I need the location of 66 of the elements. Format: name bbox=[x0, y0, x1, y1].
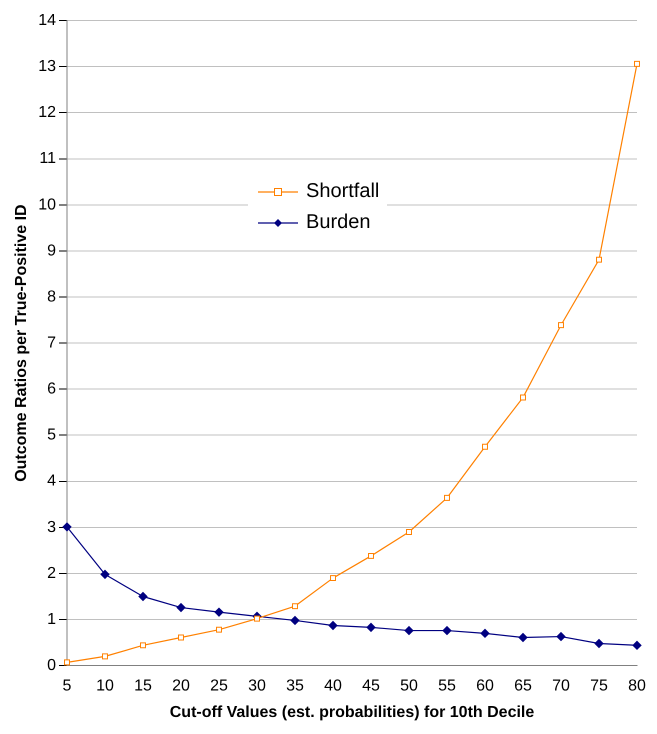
y-tick-label: 1 bbox=[47, 610, 56, 628]
point bbox=[330, 575, 336, 582]
point bbox=[366, 622, 376, 632]
y-axis-title: Outcome Ratios per True-Positive ID bbox=[13, 204, 30, 482]
x-tick-label: 70 bbox=[552, 678, 570, 695]
point bbox=[634, 60, 640, 67]
x-tick-label: 50 bbox=[400, 678, 418, 695]
point bbox=[64, 659, 70, 666]
y-tick-label: 3 bbox=[47, 518, 56, 536]
point bbox=[292, 603, 298, 610]
y-tick-label: 0 bbox=[47, 657, 56, 674]
point bbox=[482, 444, 488, 450]
point bbox=[520, 394, 526, 400]
point bbox=[290, 616, 300, 625]
y-tick-label: 13 bbox=[38, 58, 56, 76]
point bbox=[100, 570, 110, 579]
y-tick-label: 4 bbox=[47, 472, 56, 490]
y-tick-label: 14 bbox=[38, 12, 56, 30]
point bbox=[404, 626, 414, 636]
point bbox=[140, 642, 146, 648]
x-tick-label: 20 bbox=[172, 678, 190, 695]
point bbox=[62, 522, 72, 532]
y-tick-label: 2 bbox=[47, 564, 56, 582]
legend-label: Shortfall bbox=[306, 180, 380, 203]
point bbox=[556, 632, 566, 642]
point bbox=[406, 529, 412, 535]
y-tick-label: 10 bbox=[38, 196, 56, 214]
point bbox=[632, 640, 642, 650]
point bbox=[102, 653, 108, 660]
y-tick-label: 8 bbox=[47, 288, 56, 306]
x-tick-label: 5 bbox=[62, 678, 72, 695]
x-tick-label: 80 bbox=[628, 678, 646, 695]
y-tick-label: 9 bbox=[47, 242, 56, 260]
point bbox=[176, 603, 186, 612]
point bbox=[368, 552, 374, 559]
x-tick-label: 60 bbox=[476, 678, 494, 695]
point bbox=[254, 616, 260, 622]
point bbox=[558, 322, 564, 328]
point bbox=[442, 626, 452, 636]
y-tick-label: 11 bbox=[39, 150, 56, 168]
point bbox=[518, 632, 528, 642]
legend-label: Burden bbox=[306, 211, 370, 234]
point bbox=[178, 634, 184, 640]
x-tick-label: 75 bbox=[590, 678, 608, 695]
x-tick-label: 65 bbox=[514, 678, 532, 695]
x-tick-label: 45 bbox=[362, 678, 380, 695]
point bbox=[328, 621, 338, 630]
point bbox=[596, 256, 602, 263]
y-tick-label: 12 bbox=[38, 104, 56, 122]
x-tick-label: 15 bbox=[134, 678, 152, 695]
point bbox=[138, 592, 148, 601]
x-tick-label: 40 bbox=[324, 678, 342, 695]
x-axis-title: Cut-off Values (est. probabilities) for 10th Decile bbox=[170, 704, 534, 721]
point bbox=[214, 608, 224, 617]
y-tick-label: 5 bbox=[47, 426, 56, 444]
point bbox=[216, 626, 222, 633]
y-tick-label: 7 bbox=[47, 334, 56, 352]
x-tick-label: 35 bbox=[286, 678, 304, 695]
point bbox=[444, 494, 450, 501]
x-tick-label: 30 bbox=[248, 678, 266, 695]
point bbox=[594, 638, 604, 648]
y-tick-label: 6 bbox=[47, 380, 56, 398]
x-tick-label: 25 bbox=[210, 678, 228, 695]
x-tick-label: 10 bbox=[96, 678, 114, 695]
x-tick-label: 55 bbox=[438, 678, 456, 695]
point bbox=[480, 628, 490, 638]
